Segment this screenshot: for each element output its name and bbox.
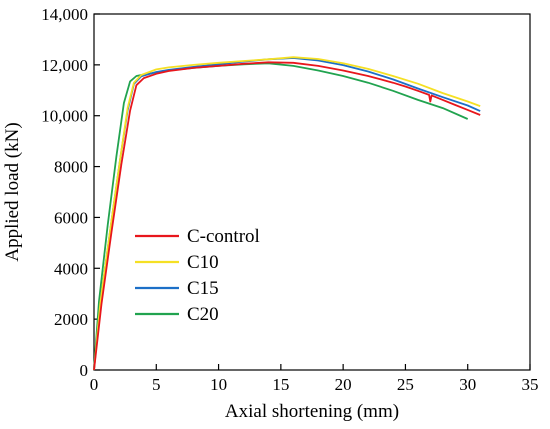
series-layer	[93, 56, 481, 371]
x-tick-label: 25	[397, 375, 414, 394]
x-axis-ticks: 0 5 10 15 20 25 30 35	[90, 364, 539, 394]
x-tick-label: 20	[335, 375, 352, 394]
legend-label: C-control	[187, 226, 260, 247]
x-tick-label: 30	[459, 375, 476, 394]
x-tick-label: 10	[210, 375, 227, 394]
y-tick-label: 6000	[54, 208, 88, 227]
x-axis-title: Axial shortening (mm)	[225, 401, 399, 422]
x-tick-label: 0	[90, 375, 99, 394]
legend-label: C10	[187, 252, 219, 273]
y-tick-label: 4000	[54, 259, 88, 278]
y-tick-label: 2000	[54, 310, 88, 329]
legend-label: C15	[187, 278, 219, 299]
x-tick-label: 35	[522, 375, 539, 394]
legend-label: C20	[187, 304, 219, 325]
y-axis-ticks: 0 2000 4000 6000 8000 10,000 12,000 14,000	[41, 5, 100, 380]
y-tick-label: 0	[80, 361, 89, 380]
series-line-c-control	[93, 61, 481, 371]
x-tick-label: 5	[152, 375, 161, 394]
y-tick-label: 12,000	[41, 56, 88, 75]
series-line-c20	[93, 62, 469, 371]
axes-frame	[93, 13, 531, 371]
series-line-c15	[93, 57, 481, 371]
series-line-c10	[93, 56, 481, 371]
y-axis-title: Applied load (kN)	[2, 122, 23, 261]
y-tick-label: 8000	[54, 158, 88, 177]
x-tick-label: 15	[272, 375, 289, 394]
y-tick-label: 14,000	[41, 5, 88, 24]
legend: C-control C10 C15 C20	[135, 226, 260, 325]
y-tick-label: 10,000	[41, 107, 88, 126]
plot-frame	[93, 13, 531, 371]
